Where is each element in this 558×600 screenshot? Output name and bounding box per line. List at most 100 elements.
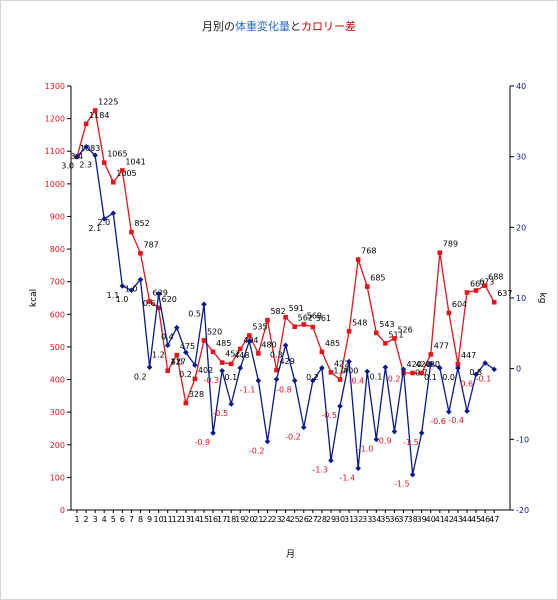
calorie-point	[482, 283, 488, 288]
calorie-point	[337, 377, 343, 382]
calorie-data-label: 582	[270, 307, 285, 316]
weight-data-label: 0.8	[469, 368, 482, 377]
weight-point	[228, 401, 234, 407]
weight-data-label: -0.5	[321, 411, 337, 420]
left-tick-label: 1000	[45, 180, 65, 189]
calorie-data-label: 789	[443, 240, 458, 249]
calorie-data-label: 548	[352, 318, 367, 327]
calorie-data-label: 673	[479, 277, 494, 286]
weight-point	[427, 360, 434, 367]
calorie-point	[156, 305, 161, 311]
left-tick-label: 300	[50, 408, 65, 417]
calorie-data-label: 1083	[80, 144, 100, 153]
calorie-data-label: 1005	[116, 169, 136, 178]
weight-data-label: -0.4	[448, 416, 464, 425]
calorie-data-label: 787	[143, 240, 158, 249]
left-tick-label: 1200	[45, 115, 65, 124]
right-tick-label: -20	[516, 506, 529, 515]
calorie-data-label: 448	[234, 351, 249, 360]
calorie-point	[364, 284, 370, 289]
x-tick-label: 43	[453, 515, 463, 524]
calorie-data-label: 526	[397, 325, 412, 334]
weight-point	[74, 153, 80, 160]
calorie-point	[491, 299, 497, 305]
title-part-2: 体重変化量	[235, 20, 290, 33]
right-tick-label: 0	[516, 365, 521, 374]
x-tick-label: 26	[299, 515, 309, 524]
calorie-point	[201, 338, 207, 343]
calorie-data-label: 475	[180, 342, 195, 351]
calorie-point	[346, 328, 352, 334]
x-tick-label: 14	[190, 515, 200, 524]
weight-data-label: 0.2	[134, 372, 147, 381]
calorie-point	[192, 376, 198, 382]
calorie-data-label: 604	[452, 300, 467, 309]
left-tick-label: 400	[50, 376, 65, 385]
right-tick-label: 40	[516, 82, 526, 91]
weight-data-label: 1.0	[116, 295, 129, 304]
weight-point	[110, 210, 117, 216]
weight-point	[201, 301, 207, 308]
calorie-data-label: 429	[280, 357, 295, 366]
weight-point	[246, 338, 253, 344]
x-tick-label: 44	[462, 515, 472, 524]
weight-point	[92, 152, 98, 159]
x-tick-label: 37	[398, 515, 408, 524]
calorie-data-label: 452	[225, 350, 240, 359]
calorie-point	[210, 349, 216, 355]
x-tick-label: 4	[102, 515, 107, 524]
x-tick-label: 12	[172, 515, 182, 524]
weight-data-label: -1.3	[312, 466, 328, 475]
weight-point	[128, 287, 135, 294]
weight-point	[464, 408, 470, 414]
calorie-point	[219, 360, 225, 365]
weight-data-label: 1.1	[107, 291, 120, 300]
x-tick-label: 18	[226, 515, 236, 524]
calorie-point	[120, 168, 125, 173]
x-tick-label: 2	[84, 515, 89, 524]
weight-data-label: 1.0	[170, 357, 183, 366]
x-tick-label: 8	[138, 515, 143, 524]
calorie-data-label: 477	[434, 341, 449, 350]
x-tick-label: 38	[407, 515, 417, 524]
calorie-data-label: 400	[343, 367, 358, 376]
x-tick-label: 11	[163, 515, 173, 524]
weight-point	[137, 276, 144, 283]
left-tick-label: 0	[60, 506, 65, 515]
calorie-point	[183, 400, 189, 406]
weight-data-label: -0.9	[376, 437, 392, 446]
weight-point	[400, 366, 407, 373]
calorie-data-label: 420	[407, 360, 422, 369]
weight-data-label: 0.1	[370, 372, 383, 381]
weight-data-label: -0.1	[476, 374, 492, 383]
x-tick-label: 10	[154, 515, 164, 524]
weight-data-label: 0.2	[306, 373, 319, 382]
calorie-point	[83, 121, 89, 127]
calorie-point	[355, 257, 361, 262]
weight-point	[337, 403, 343, 409]
calorie-data-label: 852	[134, 219, 149, 228]
weight-point	[482, 360, 488, 366]
weight-point	[310, 377, 316, 384]
x-tick-label: 25	[290, 515, 300, 524]
weight-data-label: 0.6	[460, 379, 473, 388]
weight-data-label: -1.4	[340, 473, 356, 482]
x-tick-label: 45	[471, 515, 481, 524]
weight-point	[437, 365, 443, 371]
x-tick-label: 1	[74, 515, 79, 524]
weight-data-label: 0.2	[388, 374, 401, 383]
calorie-data-label: 1184	[89, 111, 109, 120]
calorie-data-label: 422	[334, 359, 349, 368]
calorie-data-label: 685	[370, 274, 385, 283]
chart-title: 月別の体重変化量とカロリー差	[0, 18, 558, 34]
calorie-point	[129, 229, 134, 235]
calorie-point	[301, 322, 307, 327]
calorie-data-label: 569	[307, 311, 322, 320]
x-tick-label: 15	[199, 515, 209, 524]
weight-point	[346, 358, 352, 365]
weight-point	[446, 408, 452, 415]
weight-data-label: 3.4	[70, 152, 83, 161]
calorie-point	[283, 314, 288, 320]
weight-point	[210, 430, 216, 436]
weight-point	[273, 376, 280, 383]
